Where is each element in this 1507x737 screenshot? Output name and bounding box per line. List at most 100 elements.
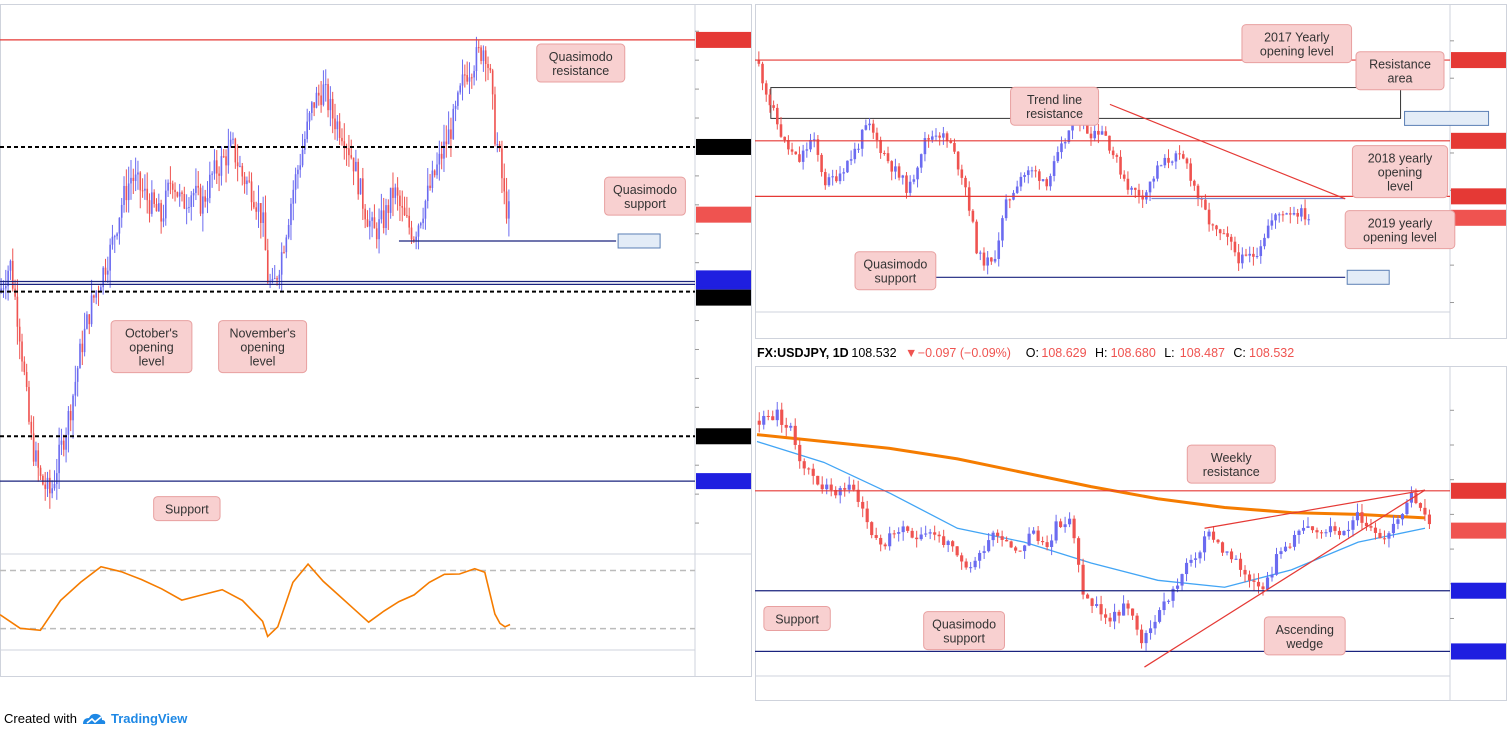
h4-candle-body [320,95,322,105]
weekly-candle-body [912,179,916,182]
weekly-candle-body [838,173,842,182]
h4-candle-body [334,118,336,130]
h4-candle-body [484,50,487,65]
weekly-candle-body [1292,212,1296,215]
daily-candle-body [1068,518,1072,525]
daily-candle-body [811,468,815,476]
daily-candle-body [1027,533,1031,546]
daily-candle-body [1279,551,1283,555]
daily-callout-text: Weekly [1211,451,1253,465]
h4-candle-body [373,217,376,229]
weekly-candle-body [1167,157,1170,163]
h4-candle-body [148,200,151,214]
weekly-candle-body [1026,170,1030,176]
weekly-candle-body [945,133,949,142]
weekly-candle-body [757,59,761,64]
h4-candle-body [264,212,267,251]
weekly-callout-text: support [875,272,917,286]
weekly-candle-body [1270,220,1274,226]
weekly-candle-body [923,138,927,155]
h4-candle-body [348,148,350,156]
weekly-candle-body [1303,208,1307,220]
h4-callout-text: support [624,197,666,211]
h4-candle-body [137,172,139,175]
weekly-candle-body [990,257,993,262]
h4-candle-body [204,196,206,202]
h4-callout-text: opening [240,341,285,355]
weekly-candle-body [1174,153,1178,162]
h4-candle-body [505,191,508,219]
tradingview-brand[interactable]: TradingView [110,711,188,726]
daily-candle-body [1059,521,1063,528]
h4-candle-body [151,192,153,214]
daily-candle-body [1086,594,1090,599]
daily-candle-body [1315,530,1319,533]
daily-candle-body [1166,600,1171,602]
h4-candle-body [11,260,14,289]
weekly-candle-body [1274,214,1277,221]
weekly-candle-body [1137,189,1141,196]
daily-candle-body [1301,527,1306,531]
h4-candle-body [162,218,165,222]
h4-candle-body [438,153,441,165]
daily-candle-body [1220,542,1225,553]
daily-candle-body [1283,546,1288,552]
h4-callout-text: resistance [552,64,609,78]
h4-candle-body [352,157,355,172]
weekly-candle-body [1252,253,1255,257]
daily-candle-body [1216,539,1220,543]
h4-candle-body [380,210,383,220]
h4-callout-box [604,176,686,216]
h4-candle-body [239,165,241,167]
h4-chart[interactable]: QuasimodoresistanceQuasimodosupportOctob… [0,0,752,700]
weekly-candle-body [1008,199,1012,201]
h4-candle-body [355,161,357,172]
h4-candle-body [185,207,188,209]
h4-candle-body [429,185,431,188]
daily-candle-body [1095,604,1099,606]
h4-candle-body [18,326,21,342]
weekly-callout-text: 2019 yearly [1368,217,1433,231]
h4-candle-body [392,187,394,198]
h4-candle-body [23,361,26,373]
daily-candle-body [766,415,770,417]
weekly-callout-box [1241,24,1353,64]
h4-candle-body [215,160,218,174]
daily-candle-body [987,540,991,552]
h4-candle-body [304,139,306,150]
weekly-candle-body [1296,212,1299,217]
weekly-price-tag [1451,188,1506,205]
daily-candle-body [1297,530,1301,535]
h4-candle-body [464,74,466,76]
h4-candle-body [470,77,473,79]
h4-candle-body [120,204,123,218]
h4-candle-body [164,190,167,219]
daily-callout-text: Support [775,612,819,626]
daily-candle-body [820,484,824,490]
h4-callout-text: opening [129,341,174,355]
daily-callout-text: support [943,632,985,646]
daily-candle-body [960,555,964,562]
h4-plot-area [0,36,695,509]
daily-candle-body [1009,541,1013,548]
weekly-candle-body [776,107,779,125]
h4-candle-body [130,177,132,184]
h4-candle-body [16,296,19,327]
weekly-candle-body [1063,142,1067,144]
h4-candle-body [257,203,260,212]
daily-candle-body [1148,628,1153,634]
weekly-candle-body [779,124,783,137]
h4-candle-body [253,202,255,208]
weekly-callout-text: resistance [1026,107,1083,121]
h4-candle-body [389,187,392,213]
daily-candle-body [1157,610,1162,622]
h4-candle-body [116,233,118,237]
weekly-candle-body [1100,131,1104,135]
weekly-price-tag [1451,132,1506,149]
daily-candle-body [1005,539,1009,542]
h4-candle-body [364,208,366,220]
h4-candle-body [494,94,496,145]
h4-candle-body [461,74,464,86]
